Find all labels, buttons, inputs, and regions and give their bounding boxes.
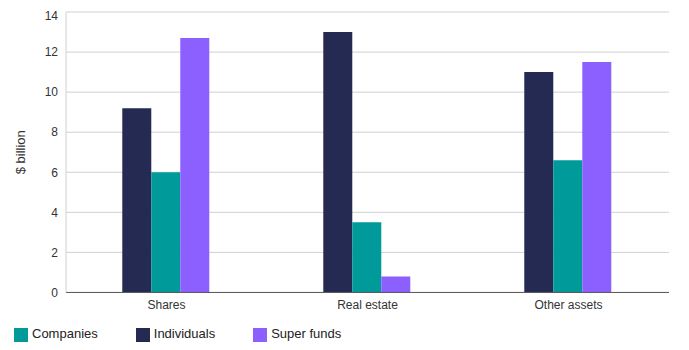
html-text:Companies: Companies xyxy=(32,326,98,342)
svg-text:14: 14 xyxy=(45,9,59,23)
svg-text:Shares: Shares xyxy=(147,298,185,312)
svg-text:4: 4 xyxy=(51,206,58,220)
svg-text:Other assets: Other assets xyxy=(534,298,602,312)
svg-text:10: 10 xyxy=(45,85,59,99)
html-text:Individuals: Individuals xyxy=(153,326,216,342)
svg-text:0: 0 xyxy=(51,286,58,300)
svg-text:8: 8 xyxy=(51,125,58,139)
html-text:Super funds: Super funds xyxy=(271,326,342,342)
svg-text:12: 12 xyxy=(45,45,59,59)
svg-text:$ billion: $ billion xyxy=(13,130,28,174)
svg-text:6: 6 xyxy=(51,166,58,180)
svg-text:2: 2 xyxy=(51,246,58,260)
svg-text:Real estate: Real estate xyxy=(337,298,398,312)
